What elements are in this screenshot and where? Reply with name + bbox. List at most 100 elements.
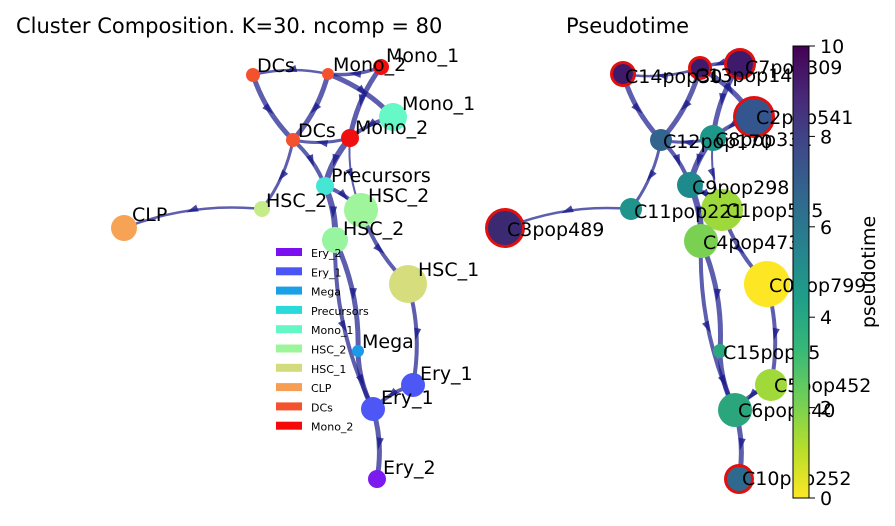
left-panel-title: Cluster Composition. K=30. ncomp = 80 [16,14,442,38]
left-edge-arrow [337,319,347,333]
right-node-label: C11pop221 [634,201,743,223]
left-node-label: Ery_1 [420,363,473,385]
left-node-label: HSC_2 [368,185,429,207]
right-node-label: C12pop170 [663,131,772,153]
right-node-label: C3pop489 [507,219,604,241]
left-node-15 [368,470,386,488]
right-edge [629,138,663,211]
left-edge-arrow [262,103,274,115]
legend-label: CLP [311,382,332,395]
left-node-7 [344,193,378,227]
left-node-label: Mono_2 [355,117,428,139]
colorbar-tick-label: 6 [820,217,832,239]
right-nodes [485,48,790,494]
right-edge-arrow [695,206,703,219]
right-edge-arrow [747,388,759,400]
right-node-label: C9pop298 [692,177,789,199]
left-edge-arrow [348,70,362,78]
left-panel: Cluster Composition. K=30. ncomp = 80 DC… [16,14,479,488]
right-edge-arrow [646,169,657,182]
right-edge-arrow [713,288,722,301]
right-edge-arrow [681,139,694,147]
left-node-label: Ery_2 [383,457,436,479]
legend-label: Mono_2 [311,421,353,434]
legend-swatch [276,325,302,334]
right-node-5 [700,125,726,151]
left-edge [250,72,296,143]
right-edge-arrow [738,437,746,451]
left-node-labels: DCs Mono_2 Mono_1 Mono_1 DCs Mono_2 Precursors… [132,45,479,479]
left-node-label: CLP [132,204,167,226]
legend-label: DCs [311,401,333,414]
left-node-label: Precursors [331,165,431,187]
left-edge-arrow [358,94,366,107]
left-node-10 [111,215,137,241]
right-node-2 [727,51,753,77]
legend-swatch [276,305,302,314]
colorbar-rect [792,45,810,499]
left-edge-arrow [337,188,349,201]
right-panel: Pseudotime C14pop30C13pop145C7pop309C2po… [485,14,871,494]
left-edge-arrow [345,167,354,181]
left-edge-arrow [365,118,378,129]
right-node-3 [736,99,772,135]
right-node-label: C4pop473 [703,232,800,254]
left-node-12 [352,345,364,357]
left-edge-arrow [315,140,329,148]
right-node-14 [718,393,752,427]
right-edge-arrow [702,320,711,333]
right-edge-arrow [714,58,727,66]
left-node-label: HSC_1 [418,259,479,281]
left-legend: Ery_2 Ery_1 Mega Precursors Mono_1 HSC_2 HSC_1… [276,247,369,434]
right-edge-arrow [696,153,704,166]
left-node-label: DCs [298,120,336,142]
right-edge-arrow [672,153,681,167]
right-edge-arrow [655,73,669,81]
right-edge-arrow [719,93,727,106]
legend-label: Mega [311,286,341,299]
left-node-5 [341,129,359,147]
right-node-12 [713,344,727,358]
right-edge-arrow [561,205,574,214]
colorbar-tick-label: 4 [820,307,832,329]
right-node-15 [727,467,751,491]
left-node-11 [389,265,427,303]
left-edge-arrow [349,288,357,301]
right-node-10 [684,224,718,258]
left-node-6 [316,177,334,195]
left-node-3 [379,103,407,131]
legend-swatch [276,402,302,411]
right-node-7 [620,198,642,220]
left-edge-arrow [306,154,314,167]
right-node-0 [613,64,633,84]
legend-swatch [276,383,302,392]
legend-label: Ery_2 [311,247,341,260]
right-node-label: C0pop799 [769,275,866,297]
left-node-8 [322,227,348,253]
colorbar-tick-label: 10 [820,36,844,58]
left-edge-arrow [376,437,384,450]
legend-swatch [276,286,302,295]
left-node-4 [286,133,300,147]
left-nodes [111,59,427,488]
legend-label: HSC_2 [311,344,346,357]
right-node-label: C14pop30 [625,66,722,88]
right-node-9 [701,189,743,231]
colorbar-tick-label: 0 [820,488,832,510]
left-edge-arrow [332,153,340,167]
right-node-label: C8pop331 [715,129,812,151]
right-edge-arrow [631,102,643,114]
colorbar: 0 2 4 6 8 10 pseudotime [792,36,880,510]
right-node-4 [650,129,672,151]
left-edge-arrow [414,327,422,341]
legend-swatch [276,363,302,372]
left-node-0 [246,68,260,82]
right-node-13 [755,369,787,401]
legend-label: HSC_1 [311,363,346,376]
left-edge-arrow [356,84,368,96]
legend-label: Mono_1 [311,324,353,337]
left-node-label: Mono_1 [386,45,459,67]
legend-label: Precursors [311,305,369,318]
left-edge-arrow [186,204,199,213]
